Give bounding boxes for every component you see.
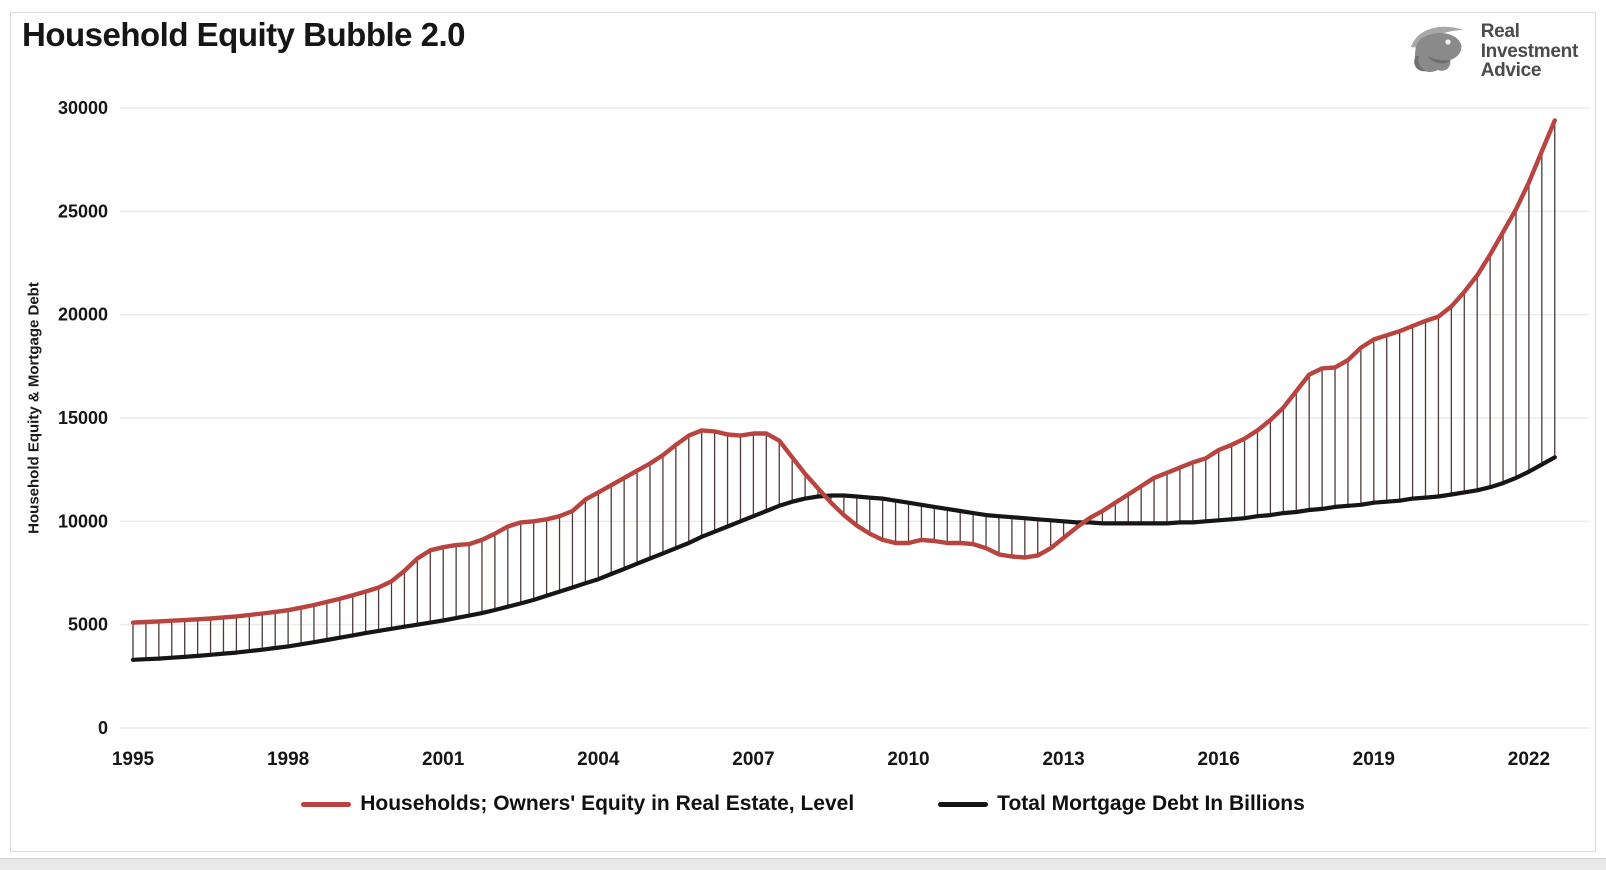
x-tick-label: 2007 — [732, 749, 774, 770]
ria-eagle-icon — [1407, 20, 1471, 83]
x-tick-label: 2016 — [1198, 749, 1240, 770]
page-bottom-divider — [0, 858, 1606, 870]
legend-item-debt: Total Mortgage Debt In Billions — [938, 792, 1305, 816]
ria-logo-text: Real Investment Advice — [1480, 20, 1579, 82]
ria-logo: Real Investment Advice — [1407, 20, 1578, 83]
debt-line — [130, 455, 1557, 662]
x-tick-label: 2019 — [1353, 749, 1395, 770]
x-tick-label: 2010 — [887, 749, 929, 770]
chart-legend: Households; Owners' Equity in Real Estat… — [0, 792, 1606, 816]
y-tick-label: 10000 — [58, 511, 108, 531]
logo-line-2: Investment — [1480, 40, 1579, 62]
chart-title: Household Equity Bubble 2.0 — [22, 16, 466, 53]
legend-label-debt: Total Mortgage Debt In Billions — [997, 792, 1305, 815]
debt-line-swatch — [938, 801, 989, 807]
y-tick-label: 30000 — [58, 98, 108, 118]
y-axis-title: Household Equity & Mortgage Debt — [25, 282, 43, 534]
x-tick-label: 2022 — [1508, 749, 1550, 770]
x-tick-label: 1998 — [267, 749, 309, 770]
x-tick-label: 2001 — [422, 749, 465, 770]
logo-line-1: Real — [1480, 20, 1520, 42]
y-tick-label: 15000 — [58, 408, 108, 428]
y-tick-label: 20000 — [58, 305, 108, 325]
x-tick-label: 1995 — [112, 749, 155, 770]
x-tick-label: 2004 — [577, 749, 620, 770]
chart-card — [10, 12, 1596, 852]
y-tick-label: 0 — [98, 718, 108, 738]
legend-label-equity: Households; Owners' Equity in Real Estat… — [360, 792, 855, 815]
logo-line-3: Advice — [1480, 60, 1542, 82]
equity-line-swatch — [301, 801, 352, 807]
equity-line — [130, 118, 1558, 625]
x-tick-label: 2013 — [1042, 749, 1084, 770]
y-tick-label: 25000 — [58, 201, 108, 221]
y-tick-label: 5000 — [68, 615, 108, 635]
legend-item-equity: Households; Owners' Equity in Real Estat… — [301, 792, 854, 816]
